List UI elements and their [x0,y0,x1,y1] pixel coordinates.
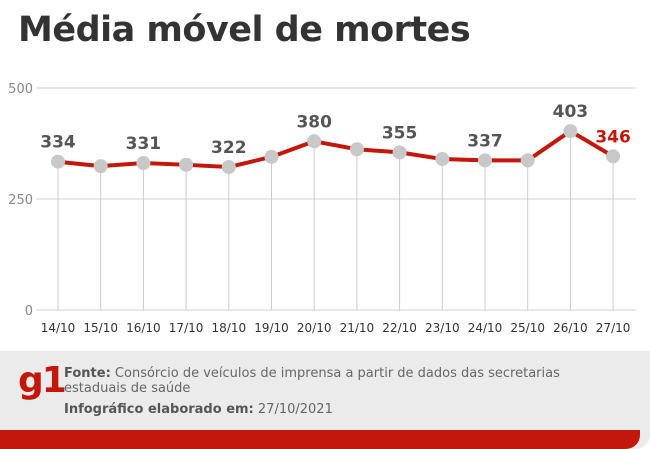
data-label: 346 [595,127,631,147]
chart-title: Média móvel de mortes [18,10,471,50]
data-point [136,156,151,171]
data-point [51,154,65,169]
source-note: Fonte: Consórcio de veículos de imprensa… [64,366,624,396]
data-point [349,142,364,157]
series-line [56,129,616,170]
data-point [93,159,108,174]
data-point [563,124,578,139]
source-label: Fonte: [64,366,111,381]
data-label: 380 [296,112,332,132]
data-point [478,153,492,168]
credit-date: 27/10/2021 [257,402,333,417]
data-point [221,160,236,175]
x-tick-label: 21/10 [340,321,375,335]
x-tick-label: 22/10 [382,321,417,335]
y-tick-label: 250 [8,193,33,208]
data-point [392,145,407,160]
data-point [435,152,450,167]
credit-note: Infográfico elaborado em: 27/10/2021 [64,402,333,417]
x-tick-label: 25/10 [510,321,545,335]
data-label: 331 [126,134,162,154]
data-point [606,149,621,164]
x-tick-label: 16/10 [126,321,161,335]
credit-label: Infográfico elaborado em: [64,402,254,417]
x-tick-label: 18/10 [212,321,247,335]
data-label: 334 [40,133,76,153]
data-point [307,134,322,149]
data-point [179,157,194,172]
x-tick-label: 14/10 [41,321,76,335]
line-chart: 0 250 500 334 331 322 380 355 337 403 346 14/10 15/1… [8,82,636,335]
g1-logo: g1 [18,360,67,401]
data-point [264,149,279,164]
footer-accent-bar [0,430,640,449]
data-label: 337 [467,131,503,151]
x-tick-label: 26/10 [553,321,588,335]
x-tick-label: 15/10 [83,321,118,335]
data-point [520,153,535,168]
x-tick-label: 27/10 [596,321,631,335]
x-tick-label: 20/10 [297,321,332,335]
x-tick-label: 17/10 [169,321,204,335]
data-label: 403 [553,102,589,122]
x-tick-label: 23/10 [425,321,460,335]
data-label: 322 [211,138,247,158]
data-label: 355 [382,123,418,143]
y-tick-label: 0 [25,304,33,319]
x-tick-label: 24/10 [468,321,503,335]
source-text: Consórcio de veículos de imprensa a part… [64,366,560,396]
x-tick-label: 19/10 [254,321,289,335]
y-tick-label: 500 [8,82,33,97]
